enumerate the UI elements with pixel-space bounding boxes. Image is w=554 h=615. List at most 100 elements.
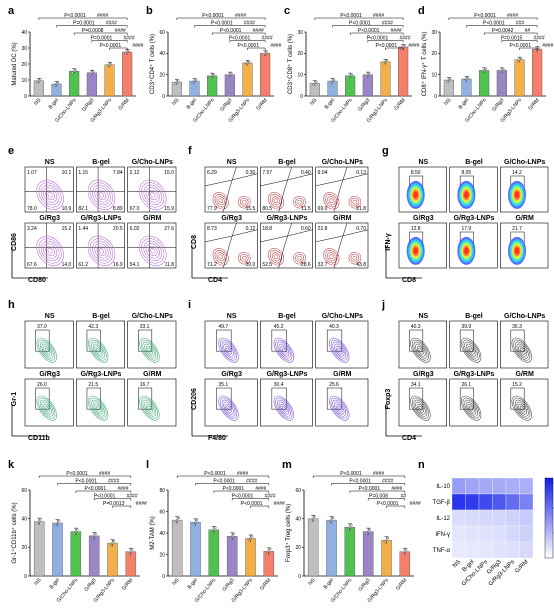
quadrant-value: 77.9 [207,206,217,212]
contour-ring [238,195,251,209]
bar [33,521,45,577]
flow-plot: G/Rg3-LNPs 26.1 [449,371,498,427]
sample-label: B-gel [92,313,110,320]
gate-value: 36.3 [512,324,522,330]
plot-frame [127,166,177,213]
sig-hash: #### [117,486,128,492]
contour-ring [220,397,238,419]
heatmap-cell [505,493,520,511]
x-tick-label: G/Rg3 [219,97,233,112]
contour-ring [277,341,291,359]
contour-ring [280,403,288,413]
data-point [267,550,270,553]
sample-label: G/Cho-LNPs [504,313,545,320]
data-point [53,84,56,87]
bar [399,551,411,577]
plot-frame [76,378,125,427]
data-point [176,518,179,522]
data-point [246,61,249,65]
heatmap-cell [492,493,507,511]
panel-letter: n [418,459,425,471]
y-tick-label: 60 [159,30,165,36]
cytometry-panel-j: jNS40.3B-gel39.9G/Cho-LNPs36.3G/Rg334.1G… [381,299,549,442]
contour-ring [519,347,524,353]
contour-ring [147,347,152,353]
data-point [329,81,332,84]
row-label: IL-12 [436,516,450,522]
sample-label: G/Rg3 [413,215,434,222]
y-tick-label: 40 [159,531,165,537]
contour-ring [462,397,480,419]
p-value: P<0.0001 [75,479,97,485]
contour-ring [143,184,163,206]
contour-ring [518,345,526,355]
data-point [483,69,486,72]
heatmap-cell [465,525,480,543]
quadrant-value: 16.9 [113,262,123,268]
gate-value: 40.3 [329,324,339,330]
bar [532,48,543,97]
y-tick-label: 20 [159,552,165,558]
sig-hash: #### [237,471,248,477]
contour-ring [96,405,100,411]
sample-label: NS [418,159,428,166]
y-tick-label: 40 [159,51,165,57]
contour-ring [87,179,116,210]
contour-ring [332,341,347,359]
sample-label: NS [418,313,428,320]
contour-ring [91,399,105,417]
bar [496,70,507,97]
sample-label: G/Rg3 [221,371,242,378]
contour-ring [43,403,51,413]
y-tick-label: 0 [300,94,303,100]
contour-ring [242,255,247,261]
sig-hash: #### [115,28,126,34]
panel-letter: h [8,299,15,311]
contour-ring [240,253,249,263]
heatmap-cell [519,477,534,495]
gate-value: 21.5 [88,382,98,388]
y-tick-label: 10 [21,78,27,84]
data-point [463,79,466,82]
contour-ring [147,405,152,411]
gate-curve [278,222,292,269]
data-point [519,57,523,60]
y-tick-label: 60 [295,488,301,494]
contour-ring [273,198,279,204]
flow-plot: G/Rg3-LNPs 21.5 [76,371,125,427]
sig-hash: #### [246,479,257,485]
quadrant-value: 15.5 [246,206,256,212]
contour-ring [513,397,531,419]
contour-ring [47,192,53,198]
x-axis-label: CD80 [28,277,46,284]
gate-value: 15.2 [512,382,522,388]
gate-box [510,329,525,352]
data-point [109,62,113,65]
contour-ring [465,401,477,415]
contour-ring [142,341,157,359]
contour-ring [332,399,347,417]
contour-ring [462,339,480,361]
y-tick-label: 20 [431,51,437,57]
contour-ring [144,343,155,357]
contour-ring [275,397,293,419]
p-value: P<0.0001 [85,486,107,492]
contour-ring [94,403,102,413]
contour-ring [145,403,153,413]
y-tick-label: 0 [434,94,437,100]
x-tick-label: B-gel [48,97,60,110]
contour-ring [416,345,424,355]
data-point [89,73,92,76]
quadrant-value: 69.0 [318,206,328,212]
data-point [247,60,251,63]
contour-ring [516,343,527,357]
contour-ring [281,405,286,411]
contour-ring [43,187,58,203]
flow-plot: B-gel 39.9 [449,313,498,369]
p-value: P<0.0001 [100,43,122,49]
gate-value: 8.05 [461,170,471,176]
x-axis-label: F4/80 [208,435,226,442]
data-point [124,52,127,55]
bar [86,72,97,97]
